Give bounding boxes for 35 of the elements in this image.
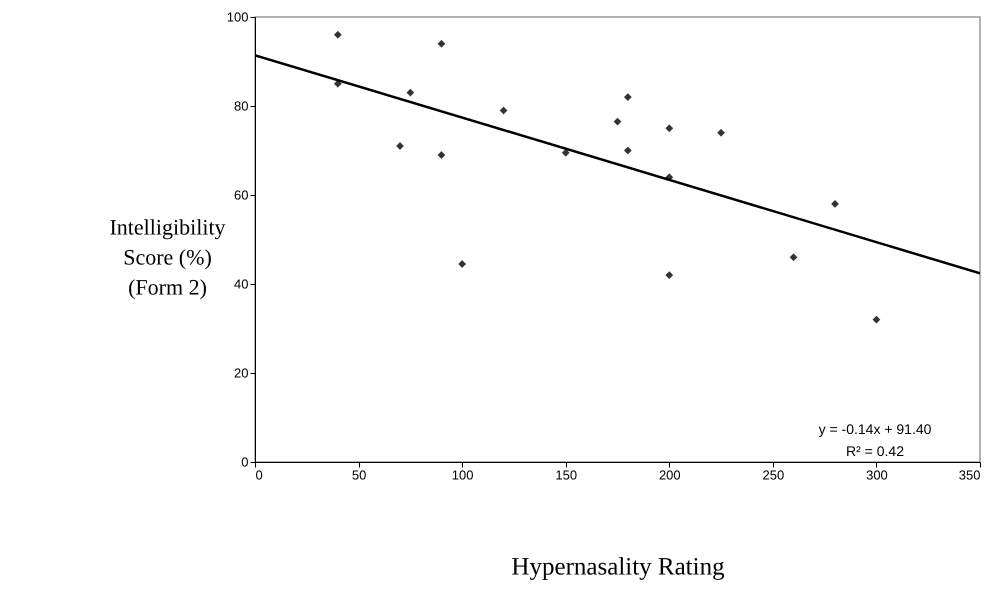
point [624, 93, 632, 101]
point [396, 142, 404, 150]
x-tick-label: 300 [866, 468, 888, 482]
point [438, 151, 446, 159]
x-tick-label: 50 [352, 468, 366, 482]
y-tick-label: 40 [234, 276, 248, 292]
x-tick-label: 350 [958, 468, 980, 482]
point [438, 40, 446, 48]
point [665, 271, 674, 279]
x-axis-title: Hypernasality Rating [511, 554, 726, 580]
x-tick-label: 200 [658, 468, 681, 482]
point [624, 146, 632, 154]
point [406, 88, 414, 97]
point [831, 200, 839, 208]
point [562, 148, 570, 157]
point [500, 106, 508, 114]
x-tick-label: 100 [452, 468, 474, 482]
point [872, 316, 880, 324]
y-tick-label: 100 [226, 10, 248, 24]
x-tick-label: 250 [762, 468, 784, 482]
point [717, 128, 725, 137]
x-tick-label: 150 [555, 468, 578, 482]
y-tick-label: 0 [241, 454, 248, 470]
point [790, 253, 798, 262]
y-tick-label: 20 [234, 366, 248, 380]
annotation: y = -0.14x + 91.40 [818, 421, 932, 437]
annotation: R² = 0.42 [846, 443, 904, 459]
point [458, 260, 466, 268]
point [665, 124, 674, 132]
y-tick-label: 60 [234, 188, 248, 202]
y-axis-title: Intelligibility Score (%) (Form 2) [109, 214, 226, 300]
point [614, 118, 622, 126]
point [334, 30, 342, 39]
y-tick-label: 80 [234, 98, 248, 114]
x-tick-label: 0 [256, 468, 263, 482]
